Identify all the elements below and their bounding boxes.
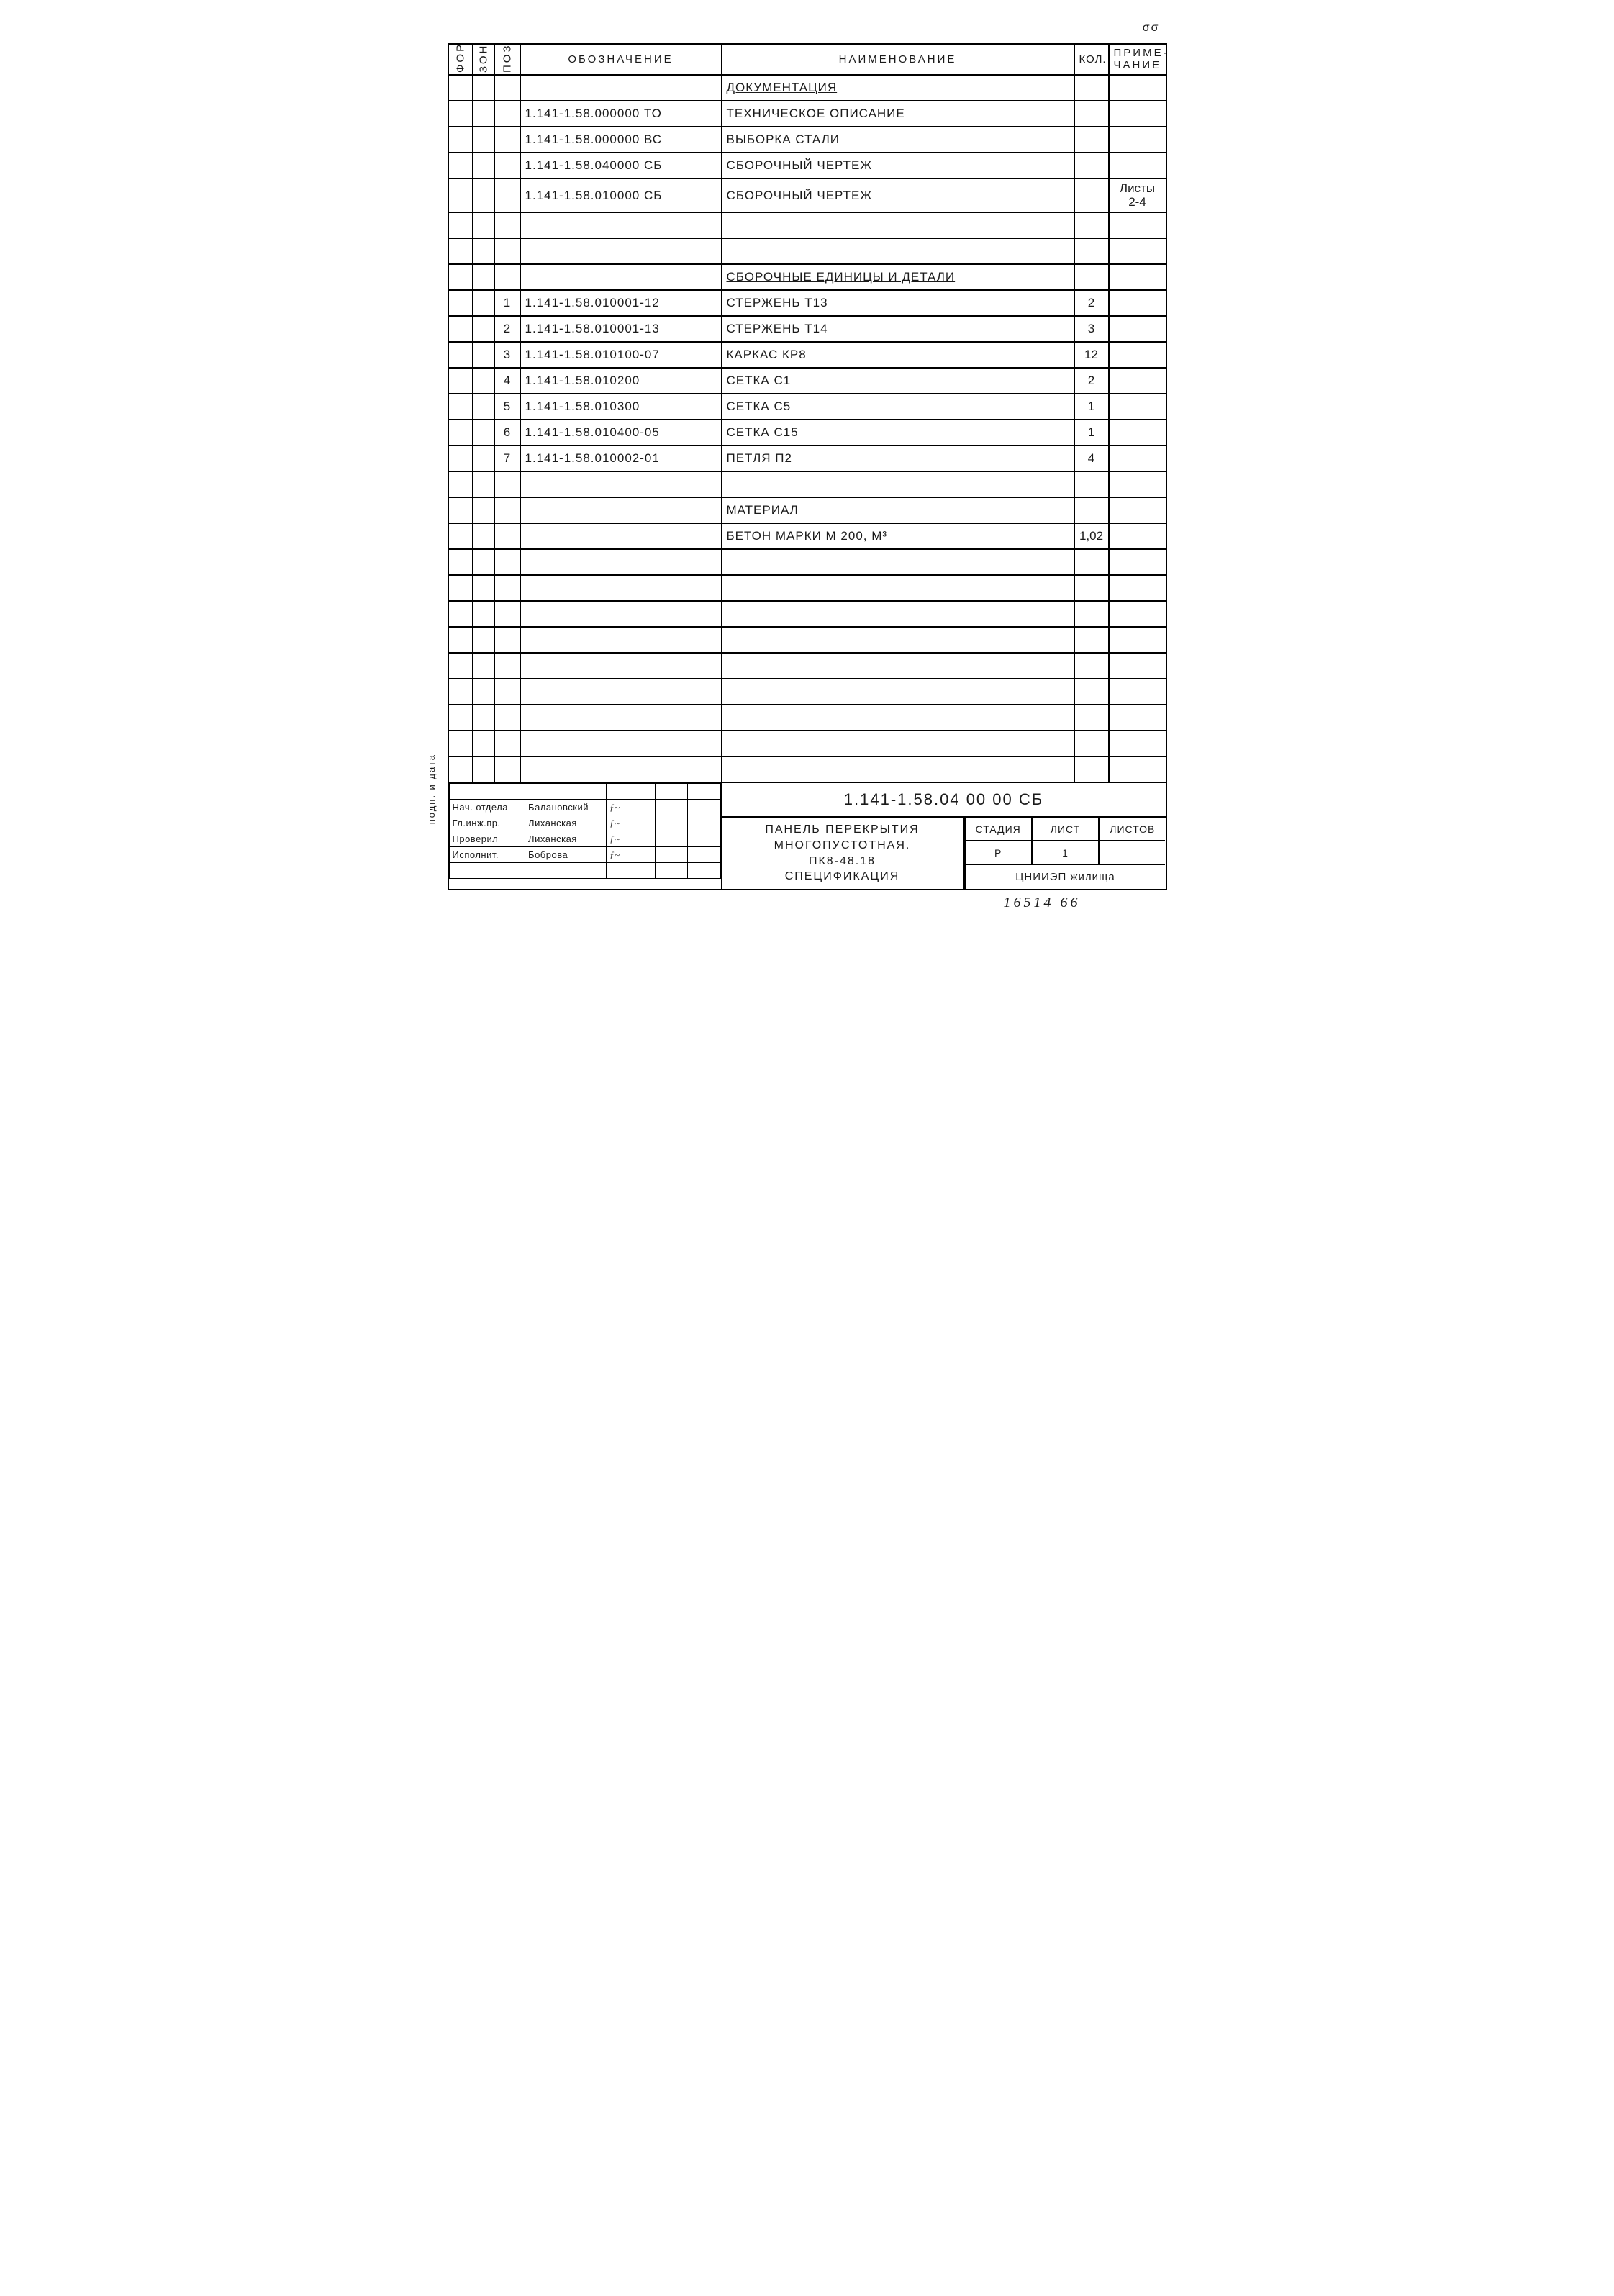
spec-sheet: σσ подп. и дата Формат Зона Позиц. Обозн… — [448, 43, 1167, 911]
meta-sheets-h: Листов — [1098, 818, 1165, 841]
table-row — [448, 549, 1166, 575]
h-pos: Позиц. — [494, 44, 520, 75]
sig-row: Гл.инж.пр.Лиханскаяƒ~ — [449, 815, 720, 831]
table-row: 1.141-1.58.000000 ВСВыборка стали — [448, 127, 1166, 153]
table-row: 1.141-1.58.000000 ТОТехническое описание — [448, 101, 1166, 127]
sig-row: Нач. отделаБалановскийƒ~ — [449, 800, 720, 815]
meta-stage: Р — [964, 841, 1031, 865]
table-row — [448, 679, 1166, 705]
page-marker: σσ — [1143, 22, 1160, 35]
table-row — [448, 471, 1166, 497]
org-name: ЦНИИЭП жилища — [964, 865, 1166, 889]
signature-mark: ƒ~ — [607, 847, 656, 863]
table-row — [448, 731, 1166, 756]
doc-description: Панель перекрытиямногопустотная.ПК8-48.1… — [722, 818, 964, 888]
h-format: Формат — [448, 44, 473, 75]
table-row: 51.141-1.58.010300Сетка С51 — [448, 394, 1166, 420]
table-row: 11.141-1.58.010001-12Стержень Т132 — [448, 290, 1166, 316]
table-row: 31.141-1.58.010100-07Каркас КР812 — [448, 342, 1166, 368]
table-row — [448, 756, 1166, 782]
table-row: 1.141-1.58.010000 СБСборочный чертежЛист… — [448, 178, 1166, 212]
table-row — [448, 212, 1166, 238]
table-row — [448, 575, 1166, 601]
meta-sheet-h: Лист — [1031, 818, 1098, 841]
table-row — [448, 238, 1166, 264]
table-row: Сборочные единицы и детали — [448, 264, 1166, 290]
footer-number: 16514 66 — [448, 895, 1167, 911]
signature-mark: ƒ~ — [607, 800, 656, 815]
table-row: 71.141-1.58.010002-01Петля П24 — [448, 446, 1166, 471]
signature-mark: ƒ~ — [607, 815, 656, 831]
h-note: Приме-чание — [1109, 44, 1166, 75]
table-row: 41.141-1.58.010200Сетка С12 — [448, 368, 1166, 394]
tb-signatures: Нач. отделаБалановскийƒ~Гл.инж.пр.Лиханс… — [449, 783, 722, 888]
sig-row — [449, 863, 720, 879]
sig-row: Исполнит.Боброваƒ~ — [449, 847, 720, 863]
tb-meta: Стадия Лист Листов Р 1 ЦНИИЭП жилища — [964, 818, 1166, 888]
sig-row — [449, 784, 720, 800]
table-row: Бетон марки М 200, м³1,02 — [448, 523, 1166, 549]
doc-number: 1.141-1.58.04 00 00 СБ — [722, 783, 1166, 818]
h-zone: Зона — [473, 44, 494, 75]
meta-sheets — [1098, 841, 1165, 865]
binding-label: подп. и дата — [426, 754, 437, 824]
table-row: 1.141-1.58.040000 СБСборочный чертеж — [448, 153, 1166, 178]
signature-mark: ƒ~ — [607, 831, 656, 847]
table-row: Документация — [448, 75, 1166, 101]
meta-sheet: 1 — [1031, 841, 1098, 865]
table-row: Материал — [448, 497, 1166, 523]
table-row — [448, 653, 1166, 679]
h-name: Наименование — [722, 44, 1074, 75]
title-block: Нач. отделаБалановскийƒ~Гл.инж.пр.Лиханс… — [448, 783, 1167, 890]
header-row: Формат Зона Позиц. Обозначение Наименова… — [448, 44, 1166, 75]
table-row — [448, 705, 1166, 731]
table-row — [448, 601, 1166, 627]
spec-table: Формат Зона Позиц. Обозначение Наименова… — [448, 43, 1167, 783]
meta-stage-h: Стадия — [964, 818, 1031, 841]
sig-row: ПроверилЛиханскаяƒ~ — [449, 831, 720, 847]
h-qty: Кол. — [1074, 44, 1109, 75]
h-designation: Обозначение — [520, 44, 722, 75]
table-row — [448, 627, 1166, 653]
table-row: 21.141-1.58.010001-13Стержень Т143 — [448, 316, 1166, 342]
table-row: 61.141-1.58.010400-05Сетка С151 — [448, 420, 1166, 446]
